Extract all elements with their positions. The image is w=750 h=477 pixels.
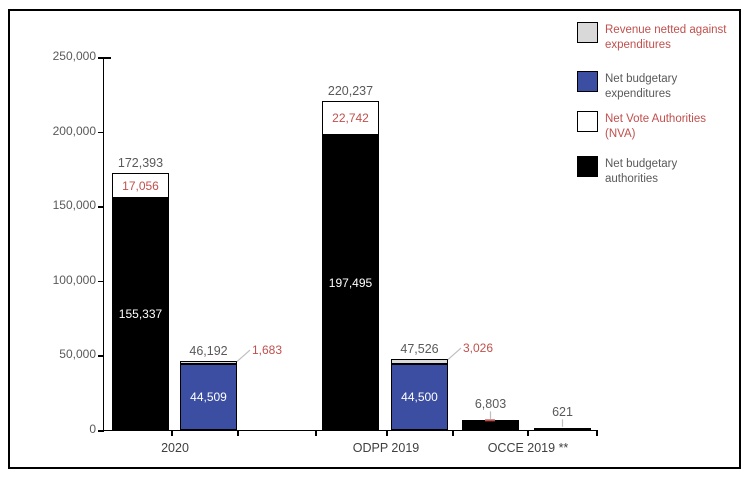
y-axis xyxy=(102,57,104,432)
legend-label-net-budgetary-authorities: Net budgetary authorities xyxy=(605,156,677,186)
category-label: 2020 xyxy=(161,441,189,455)
x-axis-tick xyxy=(452,431,454,436)
x-axis-tick xyxy=(315,431,317,436)
legend-label-net-vote-authorities: Net Vote Authorities (NVA) xyxy=(605,111,706,141)
bar-total-label: 220,237 xyxy=(327,84,374,99)
x-axis-tick xyxy=(171,431,173,436)
legend-swatch-net-budgetary-expenditures-icon xyxy=(577,71,598,92)
category-label: OCCE 2019 ** xyxy=(487,441,569,455)
legend-item-net-budgetary-authorities: Net budgetary authorities xyxy=(577,156,677,186)
legend-label-line: Net Vote Authorities xyxy=(605,113,707,125)
chart-frame xyxy=(8,9,741,469)
bar-segment-net-budgetary-expenditures xyxy=(180,363,237,430)
y-tick-label: 100,000 xyxy=(52,272,96,287)
bar-total-label: 172,393 xyxy=(117,155,164,170)
bar-total-label: 6,803 xyxy=(474,397,507,412)
bar-segment-revenue-netted xyxy=(180,361,237,364)
y-axis-tick xyxy=(97,206,103,208)
bar-segment-revenue-netted xyxy=(391,359,448,364)
y-tick-label: 0 xyxy=(89,422,96,436)
y-axis-tick xyxy=(97,430,103,432)
bar-segment-net-vote-authorities xyxy=(112,172,169,199)
y-tick-label: 250,000 xyxy=(52,49,96,63)
segment-value-label-outside: 1,683 xyxy=(252,343,283,358)
bar-total-label: 47,526 xyxy=(400,342,439,357)
legend-label-line: (NVA) xyxy=(605,127,636,140)
y-axis-tick xyxy=(97,280,103,283)
category-label: ODPP 2019 xyxy=(352,441,420,455)
legend-label-line: Net budgetary xyxy=(605,73,678,85)
legend-label-line: authorities xyxy=(605,172,659,185)
y-tick-label: 50,000 xyxy=(59,347,96,362)
legend-item-net-vote-authorities: Net Vote Authorities (NVA) xyxy=(577,111,706,141)
legend-label-line: expenditures xyxy=(605,87,671,100)
bar-segment-net-vote-authorities xyxy=(322,101,379,136)
legend-swatch-revenue-netted-icon xyxy=(577,22,598,43)
bar-total-label: 621 xyxy=(552,405,573,420)
legend-item-net-budgetary-expenditures: Net budgetary expenditures xyxy=(577,71,677,101)
bar-segment-net-budgetary-authorities xyxy=(322,135,379,430)
x-axis xyxy=(102,429,598,431)
legend-item-revenue-netted: Revenue netted against expenditures xyxy=(577,22,726,52)
legend-label-line: expenditures xyxy=(605,38,671,51)
x-axis-tick xyxy=(237,431,239,436)
bar-segment-net-budgetary-authorities xyxy=(112,198,169,430)
x-axis-tick xyxy=(527,431,529,436)
bar-segment-net-budgetary-expenditures xyxy=(534,427,591,430)
legend-label-net-budgetary-expenditures: Net budgetary expenditures xyxy=(605,71,677,101)
y-axis-tick xyxy=(97,131,103,134)
x-axis-tick xyxy=(596,431,598,436)
legend-label-line: Net budgetary xyxy=(605,158,678,170)
y-tick-label: 150,000 xyxy=(52,198,96,213)
y-axis-top-stub xyxy=(102,57,111,59)
bar-total-label: 46,192 xyxy=(189,344,228,359)
bar-segment-net-budgetary-authorities xyxy=(462,419,519,430)
y-axis-tick xyxy=(97,57,103,59)
legend-label-line: Revenue netted against xyxy=(605,24,727,36)
y-axis-tick xyxy=(97,355,103,357)
y-tick-label: 200,000 xyxy=(52,123,96,138)
bar-segment-net-budgetary-expenditures xyxy=(391,363,448,430)
x-axis-tick xyxy=(386,431,388,436)
legend-swatch-net-budgetary-authorities-icon xyxy=(577,156,598,177)
legend-swatch-net-vote-authorities-icon xyxy=(577,111,598,132)
segment-value-label-outside: 3,026 xyxy=(463,341,494,356)
legend-label-revenue-netted: Revenue netted against expenditures xyxy=(605,22,726,52)
